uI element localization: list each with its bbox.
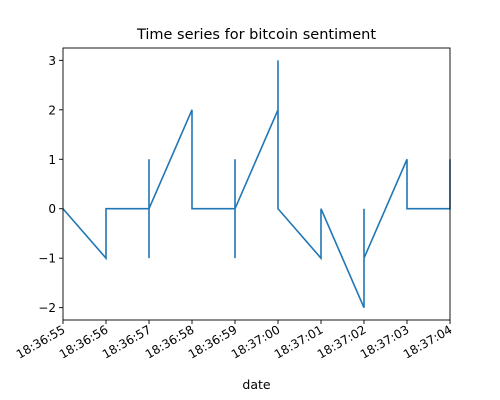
y-tick-label: 3 xyxy=(48,54,56,68)
axes-frame xyxy=(62,47,451,321)
y-tick-label: −2 xyxy=(38,301,56,315)
series-line-0 xyxy=(62,60,451,308)
y-tick-label: −1 xyxy=(38,252,56,266)
chart-title: Time series for bitcoin sentiment xyxy=(136,27,376,43)
y-tick-label: 2 xyxy=(48,103,56,117)
y-tick-label: 1 xyxy=(48,153,56,167)
y-tick-label: 0 xyxy=(48,202,56,216)
x-axis-label: date xyxy=(242,377,270,392)
